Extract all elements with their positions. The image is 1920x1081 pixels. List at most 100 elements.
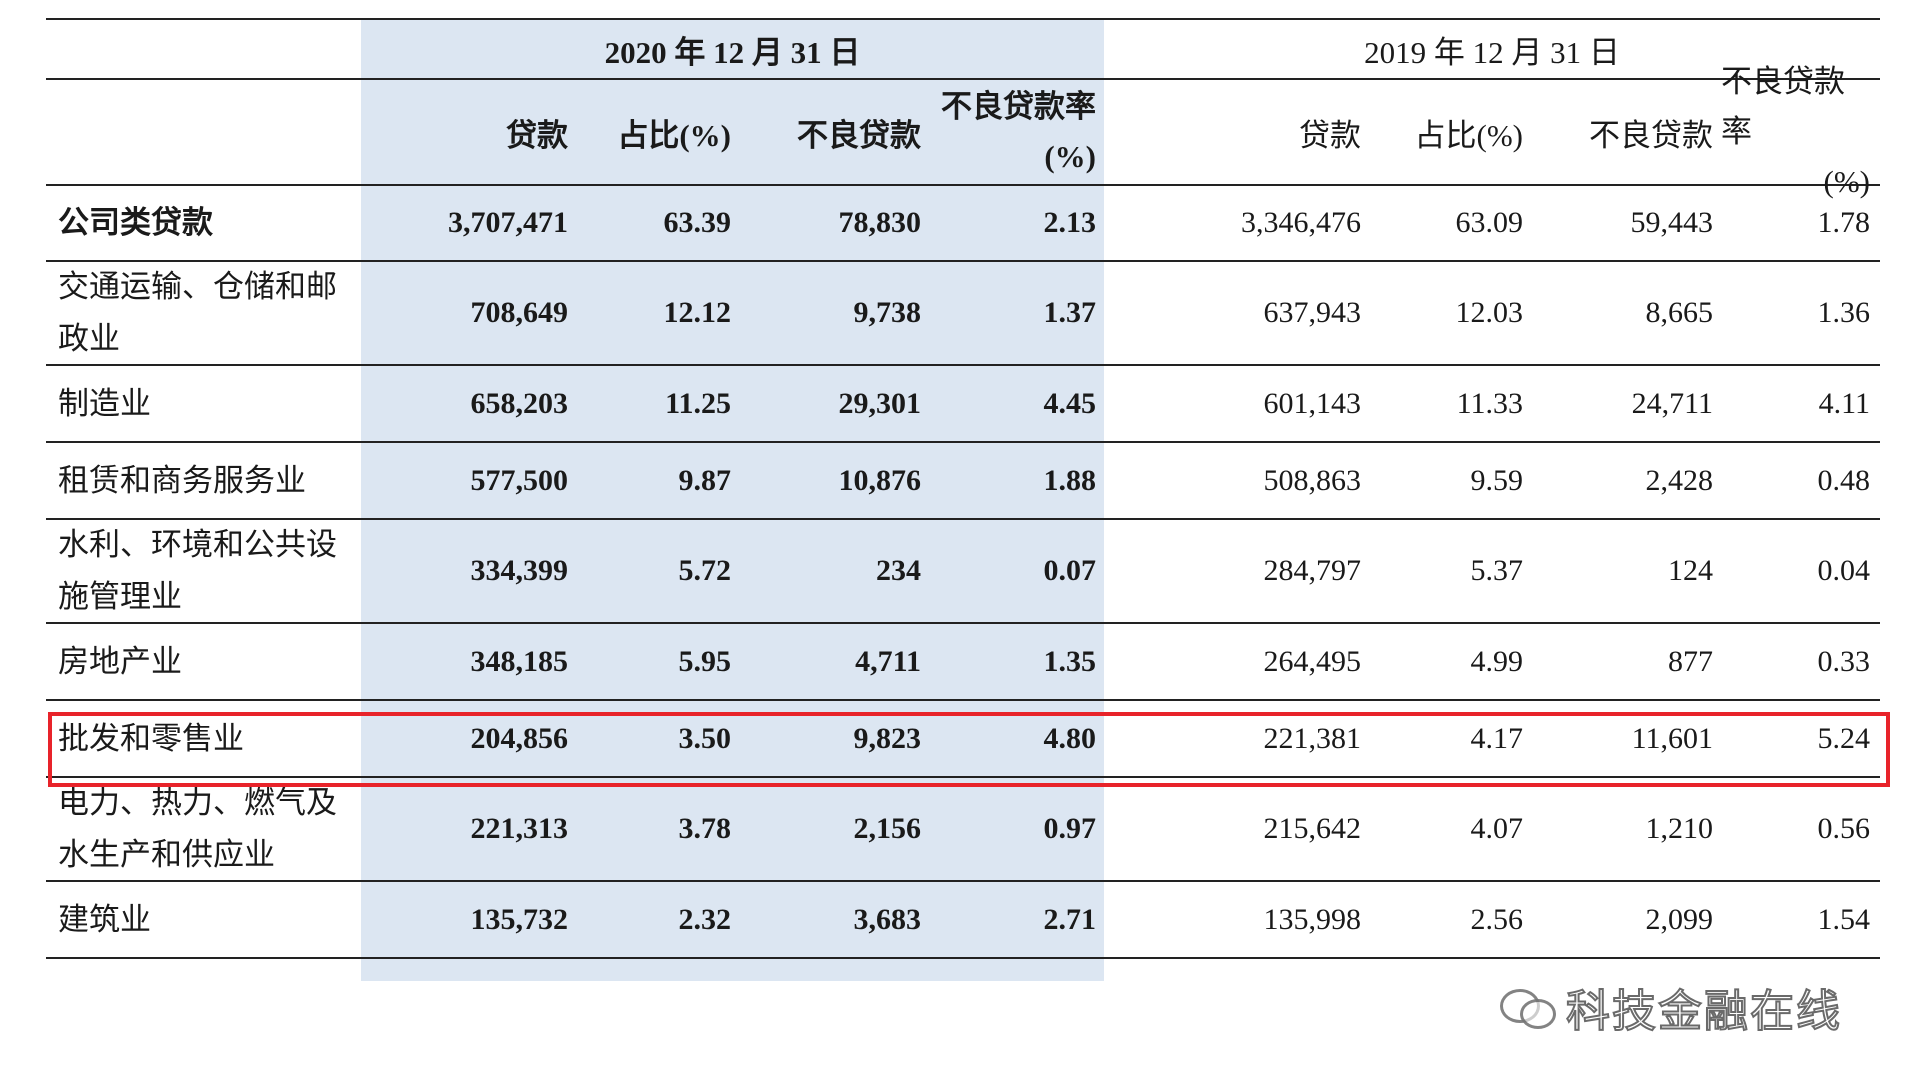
- cell-2020-share: 5.95: [576, 624, 739, 699]
- cell-2019-loans: 284,797: [1263, 554, 1362, 587]
- cell-2019-share: 12.03: [1455, 296, 1524, 329]
- cell-2019-loans: 264,495: [1263, 644, 1362, 678]
- period-2019: 2019 年 12 月 31 日: [1364, 34, 1620, 70]
- table-row: 建筑业 135,732 2.32 3,683 2.71 135,998 2.56 2,099 1…: [46, 882, 1880, 959]
- cell-2019-npl: 877: [1668, 644, 1713, 678]
- cell-2020-npl-rate: 0.07: [929, 520, 1104, 622]
- col-npl-2019: 不良贷款: [1589, 117, 1713, 153]
- col-loans-2019: 贷款: [1299, 117, 1361, 153]
- cell-2020-loans: 334,399: [361, 520, 576, 622]
- wechat-icon: [1500, 985, 1556, 1029]
- cell-2020-npl: 29,301: [739, 366, 929, 441]
- row-label: 建筑业: [58, 901, 151, 937]
- cell-2019-share: 9.59: [1470, 463, 1524, 497]
- cell-2020-npl-rate: 2.13: [929, 186, 1104, 260]
- cell-2019-npl: 8,665: [1645, 296, 1714, 329]
- cell-2020-loans: 708,649: [361, 262, 576, 364]
- cell-2020-share: 63.39: [576, 186, 739, 260]
- row-label: 电力、热力、燃气及水生产和供应业: [58, 785, 337, 872]
- cell-2020-npl: 4,711: [739, 624, 929, 699]
- cell-2020-npl: 3,683: [739, 882, 929, 957]
- table-tail: [46, 959, 1880, 981]
- cell-2020-npl-rate: 1.35: [929, 624, 1104, 699]
- row-label: 房地产业: [58, 643, 182, 679]
- watermark: 科技金融在线: [1500, 975, 1842, 1039]
- cell-2019-share: 2.56: [1470, 902, 1524, 936]
- cell-2019-npl: 1,210: [1645, 812, 1714, 845]
- cell-2020-loans: 135,732: [361, 882, 576, 957]
- col-npl-rate-2020-line2: (%): [1044, 139, 1096, 174]
- row-label: 公司类贷款: [58, 205, 213, 240]
- table-row: 电力、热力、燃气及水生产和供应业 221,313 3.78 2,156 0.97 215,…: [46, 778, 1880, 882]
- cell-2020-share: 9.87: [576, 443, 739, 518]
- cell-2020-npl-rate: 1.88: [929, 443, 1104, 518]
- cell-2020-loans: 204,856: [361, 701, 576, 776]
- row-label: 水利、环境和公共设施管理业: [58, 527, 337, 614]
- cell-2019-share: 63.09: [1455, 206, 1524, 239]
- cell-2019-loans: 3,346,476: [1241, 206, 1361, 239]
- loan-table: 2020 年 12 月 31 日 2019 年 12 月 31 日 贷款 占比(…: [46, 18, 1880, 981]
- highlight-box: [48, 712, 1890, 787]
- col-share-2019: 占比(%): [1414, 117, 1523, 153]
- cell-2019-npl-rate: 5.24: [1817, 721, 1871, 755]
- cell-2020-npl: 78,830: [739, 186, 929, 260]
- cell-2020-npl: 9,738: [739, 262, 929, 364]
- cell-2020-npl: 2,156: [739, 778, 929, 880]
- cell-2020-share: 2.32: [576, 882, 739, 957]
- cell-2020-npl: 10,876: [739, 443, 929, 518]
- cell-2019-share: 5.37: [1470, 554, 1524, 587]
- cell-2020-loans: 3,707,471: [361, 186, 576, 260]
- cell-2020-loans: 221,313: [361, 778, 576, 880]
- cell-2019-npl-rate: 0.48: [1817, 463, 1871, 497]
- cell-2019-loans: 135,998: [1263, 902, 1362, 936]
- period-2020: 2020 年 12 月 31 日: [361, 20, 1104, 78]
- col-npl-rate-2019-line1: 不良贷款率: [1721, 64, 1845, 149]
- col-npl-rate-2019: 不良贷款率 (%): [1721, 64, 1880, 199]
- cell-2019-npl-rate: 0.33: [1817, 644, 1871, 678]
- cell-2019-loans: 601,143: [1263, 386, 1362, 420]
- col-npl-rate-2020-line1: 不良贷款率: [941, 89, 1096, 124]
- cell-2019-npl: 2,428: [1645, 463, 1714, 497]
- cell-2019-npl-rate: 1.54: [1817, 902, 1871, 936]
- cell-2019-npl-rate: 4.11: [1818, 386, 1870, 420]
- cell-2019-share: 4.07: [1470, 812, 1524, 845]
- col-npl-rate-2020: 不良贷款率 (%): [929, 80, 1104, 184]
- row-label: 交通运输、仓储和邮政业: [58, 269, 337, 356]
- col-npl-rate-2019-line2: (%): [1823, 164, 1870, 199]
- cell-2019-npl: 11,601: [1631, 721, 1713, 755]
- cell-2020-npl-rate: 2.71: [929, 882, 1104, 957]
- cell-2019-npl: 124: [1668, 554, 1713, 587]
- cell-2020-npl-rate: 4.45: [929, 366, 1104, 441]
- cell-2019-npl-rate: 0.04: [1817, 554, 1871, 587]
- cell-2019-npl-rate: 0.56: [1817, 812, 1871, 845]
- cell-2019-share: 4.17: [1470, 721, 1524, 755]
- watermark-text: 科技金融在线: [1565, 985, 1842, 1038]
- table-row: 交通运输、仓储和邮政业 708,649 12.12 9,738 1.37 637,943 1…: [46, 262, 1880, 366]
- table-row: 租赁和商务服务业 577,500 9.87 10,876 1.88 508,863 9.59…: [46, 443, 1880, 520]
- col-npl-2020: 不良贷款: [739, 80, 929, 184]
- cell-2019-npl-rate: 1.78: [1817, 206, 1871, 239]
- cell-2019-npl: 59,443: [1630, 206, 1714, 239]
- cell-2020-npl-rate: 0.97: [929, 778, 1104, 880]
- cell-2020-loans: 658,203: [361, 366, 576, 441]
- cell-2019-npl: 24,711: [1631, 386, 1713, 420]
- col-loans-2020: 贷款: [361, 80, 576, 184]
- table-row: 公司类贷款 3,707,471 63.39 78,830 2.13 3,346,476 63…: [46, 186, 1880, 262]
- cell-2020-share: 3.78: [576, 778, 739, 880]
- cell-2020-share: 11.25: [576, 366, 739, 441]
- cell-2019-share: 4.99: [1470, 644, 1524, 678]
- cell-2019-loans: 637,943: [1263, 296, 1362, 329]
- corner-cell-2: [46, 80, 361, 184]
- cell-2020-npl: 234: [739, 520, 929, 622]
- column-header-row: 贷款 占比(%) 不良贷款 不良贷款率 (%) 贷款 占比(%) 不良贷款 不良…: [46, 64, 1880, 199]
- cell-2019-npl: 2,099: [1645, 902, 1714, 936]
- cell-2019-loans: 221,381: [1263, 721, 1362, 755]
- cell-2019-loans: 508,863: [1263, 463, 1362, 497]
- col-share-2020: 占比(%): [576, 80, 739, 184]
- cell-2020-share: 5.72: [576, 520, 739, 622]
- table-row: 水利、环境和公共设施管理业 334,399 5.72 234 0.07 284,797 5.…: [46, 520, 1880, 624]
- cell-2019-loans: 215,642: [1263, 812, 1362, 845]
- cell-2020-npl-rate: 1.37: [929, 262, 1104, 364]
- table-row: 房地产业 348,185 5.95 4,711 1.35 264,495 4.99 877 0.…: [46, 624, 1880, 701]
- table-row: 制造业 658,203 11.25 29,301 4.45 601,143 11.33 24,…: [46, 366, 1880, 443]
